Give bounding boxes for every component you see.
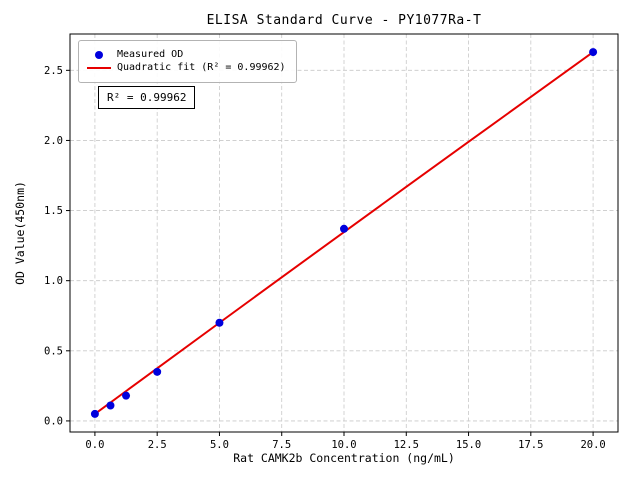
x-tick-label: 5.0 xyxy=(210,439,229,451)
x-tick-label: 2.5 xyxy=(148,439,167,451)
data-point xyxy=(90,409,99,418)
legend-label-quadratic-fit: Quadratic fit (R² = 0.99962) xyxy=(117,62,286,73)
y-tick-label: 0.0 xyxy=(44,415,63,427)
data-point xyxy=(106,401,115,410)
x-tick-label: 0.0 xyxy=(85,439,104,451)
data-point xyxy=(340,224,348,233)
y-tick-label: 0.5 xyxy=(44,345,63,357)
data-point xyxy=(215,318,224,327)
x-tick-label: 12.5 xyxy=(394,439,419,451)
y-tick-label: 2.5 xyxy=(44,65,63,77)
data-point xyxy=(153,367,162,376)
legend: Measured OD Quadratic fit (R² = 0.99962) xyxy=(78,40,297,83)
x-tick-label: 10.0 xyxy=(331,439,356,451)
data-point xyxy=(122,391,131,400)
x-tick-label: 15.0 xyxy=(456,439,481,451)
x-tick-label: 20.0 xyxy=(580,439,605,451)
legend-item-quadratic-fit: Quadratic fit (R² = 0.99962) xyxy=(87,63,286,73)
x-axis-label: Rat CAMK2b Concentration (ng/mL) xyxy=(233,451,455,465)
y-tick-label: 2.0 xyxy=(44,135,63,147)
legend-label-measured-od: Measured OD xyxy=(117,49,184,60)
legend-item-measured-od: Measured OD xyxy=(87,50,286,60)
y-tick-label: 1.0 xyxy=(44,275,63,287)
scatter-marker-icon xyxy=(95,51,103,59)
y-tick-label: 1.5 xyxy=(44,205,63,217)
x-tick-label: 17.5 xyxy=(518,439,543,451)
chart-title: ELISA Standard Curve - PY1077Ra-T xyxy=(206,13,482,28)
x-tick-label: 7.5 xyxy=(272,439,291,451)
r-squared-annotation: R² = 0.99962 xyxy=(98,86,196,109)
data-point xyxy=(589,48,598,57)
fit-line-marker-icon xyxy=(87,67,111,69)
